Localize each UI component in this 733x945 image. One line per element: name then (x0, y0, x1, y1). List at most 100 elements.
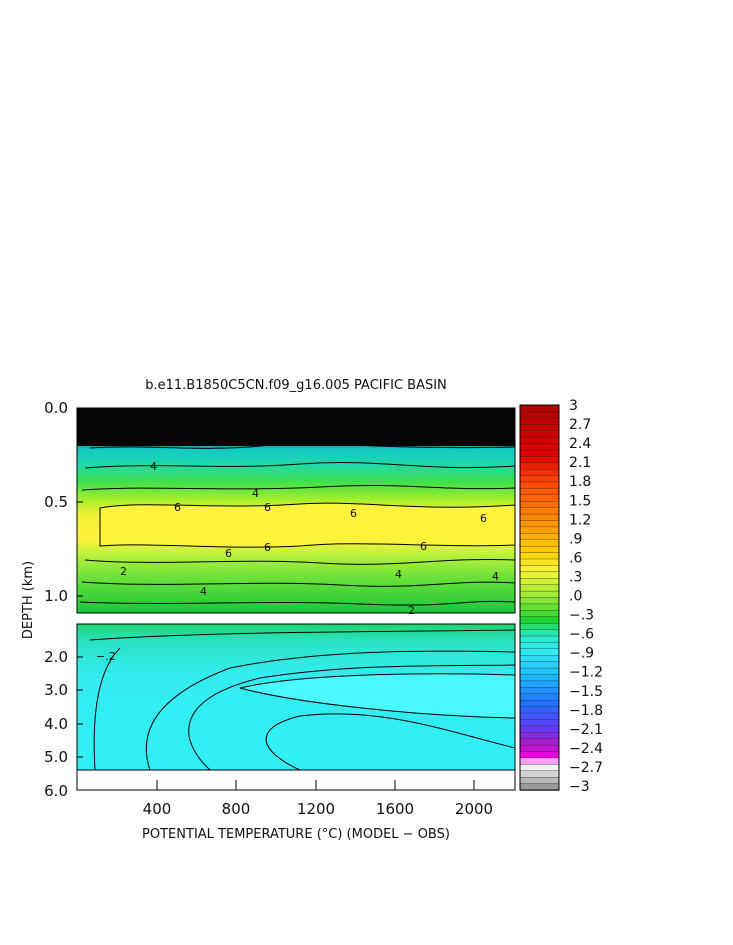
colorbar-segment (519, 468, 560, 477)
x-axis: 400 800 1200 1600 2000 (143, 800, 493, 818)
contour-line (89, 443, 516, 449)
contour-line (265, 713, 516, 771)
colorbar-label: 2.4 (569, 436, 591, 452)
colorbar-segment (519, 616, 560, 624)
colorbar-segment (519, 462, 560, 470)
light-cyan-pool (239, 673, 516, 719)
colorbar-label: 2.7 (569, 417, 591, 433)
colorbar-segment (519, 712, 560, 721)
colorbar-segment (519, 603, 560, 612)
colorbar (519, 404, 560, 791)
colorbar-segment (519, 590, 560, 599)
contour-line (81, 484, 516, 491)
colorbar-label: 1.2 (569, 512, 591, 528)
colorbar-label: −2.4 (569, 741, 603, 757)
colorbar-label: 2.1 (569, 455, 591, 471)
colorbar-frame (519, 404, 560, 791)
colorbar-labels: 3 2.7 2.4 2.1 1.8 1.5 1.2 .9 .6 .3 .0 −.3 −.6 −.9 −1.2… (569, 398, 603, 795)
colorbar-segment (519, 751, 560, 759)
colorbar-segment (519, 744, 560, 753)
axis-strip (76, 769, 516, 791)
contour-label: 6 (350, 507, 357, 520)
y-tick-label: 3.0 (44, 681, 68, 699)
colorbar-segment (519, 456, 560, 464)
colorbar-segment (519, 674, 560, 682)
colorbar-segment (519, 552, 560, 560)
contour-line (81, 581, 516, 587)
colorbar-segment (519, 642, 560, 650)
contour-line (188, 664, 516, 771)
x-tick-label: 400 (143, 800, 172, 818)
colorbar-segment (519, 539, 560, 547)
contour-line (79, 600, 516, 606)
contour-label: −.2 (96, 650, 116, 663)
colorbar-label: −1.2 (569, 665, 603, 681)
colorbar-segment (519, 706, 560, 714)
contour-line (93, 647, 121, 771)
contour-line (145, 650, 516, 771)
colorbar-segment (519, 565, 560, 573)
colorbar-segment (519, 501, 560, 509)
colorbar-segment (519, 610, 560, 618)
colorbar-segment (519, 776, 560, 785)
colorbar-segment (519, 622, 560, 631)
colorbar-segment (519, 507, 560, 515)
colorbar-segment (519, 648, 560, 656)
colorbar-segment (519, 488, 560, 496)
colorbar-segment (519, 545, 560, 554)
colorbar-segment (519, 430, 560, 438)
colorbar-segment (519, 699, 560, 708)
colorbar-label: 1.8 (569, 474, 591, 490)
colorbar-segment (519, 661, 560, 669)
upper-frame (76, 407, 516, 614)
colorbar-label: .0 (569, 589, 582, 605)
colorbar-segment (519, 757, 560, 766)
colorbar-segment (519, 404, 560, 413)
contour-label: 4 (200, 585, 207, 598)
x-tick-label: 800 (222, 800, 251, 818)
y-tick-label: 6.0 (44, 782, 68, 800)
colorbar-label: .6 (569, 550, 582, 566)
colorbar-segment (519, 764, 560, 772)
colorbar-segment (519, 475, 560, 483)
colorbar-segment (519, 725, 560, 733)
colorbar-segment (519, 719, 560, 727)
colorbar-label: −3 (569, 779, 590, 795)
x-tick-label: 1600 (376, 800, 414, 818)
y-ticks (77, 407, 83, 758)
colorbar-segment (519, 513, 560, 522)
chart-title: b.e11.B1850C5CN.f09_g16.005 PACIFIC BASI… (145, 378, 447, 393)
contour-label: 6 (174, 501, 181, 514)
contour-label: 6 (225, 547, 232, 560)
contour-label: 4 (150, 460, 157, 473)
colorbar-segment (519, 436, 560, 445)
colorbar-label: −2.7 (569, 760, 603, 776)
contour-line (84, 461, 516, 469)
colorbar-segment (519, 655, 560, 663)
contour-line (89, 629, 516, 641)
contour-label: 4 (492, 570, 499, 583)
colorbar-segment (519, 629, 560, 637)
colorbar-segment (519, 571, 560, 579)
colorbar-segment (519, 417, 560, 425)
colorbar-segment (519, 411, 560, 419)
contour-label: 4 (252, 487, 259, 500)
colorbar-segment (519, 770, 560, 778)
colorbar-segment (519, 783, 560, 791)
colorbar-label: 1.5 (569, 493, 591, 509)
colorbar-segment (519, 738, 560, 746)
colorbar-segment (519, 635, 560, 644)
colorbar-segment (519, 558, 560, 567)
colorbar-segment (519, 667, 560, 676)
y-tick-label: 4.0 (44, 715, 68, 733)
colorbar-label: .9 (569, 531, 582, 547)
colorbar-label: 3 (569, 398, 578, 414)
lower-panel (76, 623, 516, 771)
noise-band (77, 408, 515, 446)
y-tick-label: 1.0 (44, 587, 68, 605)
colorbar-segment (519, 732, 560, 740)
contour-label: 6 (480, 512, 487, 525)
colorbar-segment (519, 533, 560, 541)
colorbar-segment (519, 481, 560, 490)
